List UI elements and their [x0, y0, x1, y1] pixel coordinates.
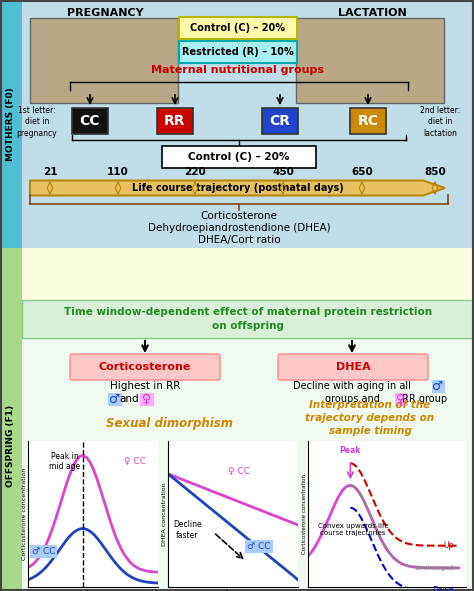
Text: groups and: groups and — [325, 394, 380, 404]
Text: Life course trajectory (postnatal days): Life course trajectory (postnatal days) — [132, 183, 344, 193]
FancyArrow shape — [30, 180, 445, 196]
FancyBboxPatch shape — [278, 354, 428, 380]
Text: Decline
faster: Decline faster — [173, 520, 202, 540]
Text: 21: 21 — [43, 167, 57, 177]
Y-axis label: Corticosterone concentration: Corticosterone concentration — [301, 474, 307, 554]
Text: DHEA/Cort ratio: DHEA/Cort ratio — [198, 235, 280, 245]
Text: CC: CC — [80, 114, 100, 128]
Text: Peak in
mid age: Peak in mid age — [49, 452, 80, 472]
Text: Interpretation of the
trajectory depends on
sample timing: Interpretation of the trajectory depends… — [305, 400, 435, 436]
Text: Up: Up — [444, 541, 454, 550]
Bar — [108, 393, 122, 406]
Text: Restricted (R) – 10%: Restricted (R) – 10% — [182, 47, 294, 57]
Text: CR: CR — [270, 114, 291, 128]
Bar — [0, 0, 22, 248]
Text: RR group: RR group — [402, 394, 447, 404]
X-axis label: Age: Age — [224, 590, 242, 591]
Bar — [296, 18, 444, 103]
Bar — [0, 300, 22, 591]
Text: and: and — [119, 394, 139, 404]
Text: 1st letter:
diet in
pregnancy: 1st letter: diet in pregnancy — [17, 106, 57, 138]
Text: Maternal nutritional groups: Maternal nutritional groups — [152, 65, 325, 75]
Text: 450: 450 — [272, 167, 294, 177]
Text: Control (C) – 20%: Control (C) – 20% — [191, 23, 285, 33]
Text: Control (C) – 20%: Control (C) – 20% — [188, 152, 290, 162]
Text: 220: 220 — [184, 167, 206, 177]
Bar — [350, 108, 386, 134]
Text: LACTATION: LACTATION — [337, 8, 406, 18]
Text: 650: 650 — [351, 167, 373, 177]
Text: Highest in RR: Highest in RR — [110, 381, 180, 391]
Text: Decline with aging in all: Decline with aging in all — [293, 381, 411, 391]
Text: ♀: ♀ — [143, 392, 152, 405]
Text: Corticosterone: Corticosterone — [99, 362, 191, 372]
Bar — [22, 300, 474, 338]
Text: Time window-dependent effect of maternal protein restriction
on offspring: Time window-dependent effect of maternal… — [64, 307, 432, 330]
Text: 2nd letter:
diet in
lactation: 2nd letter: diet in lactation — [420, 106, 460, 138]
Text: DHEA: DHEA — [336, 362, 370, 372]
Bar — [262, 108, 298, 134]
Text: MOTHERS (F0): MOTHERS (F0) — [7, 87, 16, 161]
Bar — [0, 248, 22, 300]
Text: ♂ CC: ♂ CC — [32, 547, 55, 556]
Text: ♂: ♂ — [432, 379, 444, 392]
Y-axis label: DHEA concentration: DHEA concentration — [162, 482, 167, 546]
Text: ♀ CC: ♀ CC — [124, 457, 146, 466]
Bar — [157, 108, 193, 134]
Bar — [30, 18, 178, 103]
Text: 110: 110 — [107, 167, 129, 177]
Text: ♂: ♂ — [109, 392, 120, 405]
Text: Down: Down — [432, 586, 454, 591]
Bar — [0, 300, 474, 591]
Y-axis label: Corticosterone concentration: Corticosterone concentration — [22, 468, 27, 560]
FancyBboxPatch shape — [162, 146, 316, 168]
Bar — [140, 393, 154, 406]
Bar — [0, 0, 474, 248]
Text: RC: RC — [357, 114, 379, 128]
Text: 850: 850 — [424, 167, 446, 177]
X-axis label: Age: Age — [84, 590, 102, 591]
Bar — [60, 476, 88, 490]
Text: Convex upwards life
course trajectories: Convex upwards life course trajectories — [318, 524, 389, 537]
Bar — [0, 248, 474, 300]
FancyBboxPatch shape — [70, 354, 220, 380]
Text: Peak: Peak — [340, 446, 361, 455]
Text: ♀ CC: ♀ CC — [228, 467, 250, 476]
FancyBboxPatch shape — [179, 17, 297, 39]
Text: Sexual dimorphism: Sexual dimorphism — [107, 417, 234, 430]
FancyBboxPatch shape — [179, 41, 297, 63]
Text: Dehydroepiandrostendione (DHEA): Dehydroepiandrostendione (DHEA) — [148, 223, 330, 233]
Text: PREGNANCY: PREGNANCY — [67, 8, 143, 18]
Text: OFFSPRING (F1): OFFSPRING (F1) — [7, 404, 16, 486]
Text: ♂ CC: ♂ CC — [247, 542, 271, 551]
Text: Unchanged: Unchanged — [414, 565, 454, 571]
Text: Corticosterone: Corticosterone — [201, 211, 277, 221]
Bar — [432, 380, 445, 393]
Bar — [72, 108, 108, 134]
Text: ♀: ♀ — [396, 392, 406, 405]
Text: RR: RR — [164, 114, 186, 128]
Bar — [395, 393, 408, 406]
